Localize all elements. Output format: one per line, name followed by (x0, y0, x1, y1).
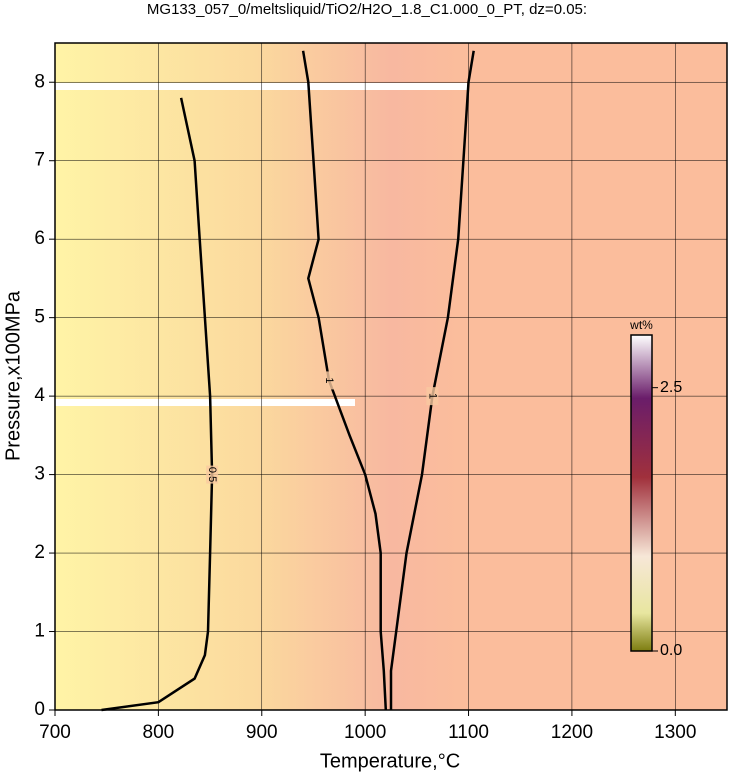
x-tick-label: 1300 (654, 722, 696, 743)
y-tick-label: 6 (34, 228, 45, 249)
x-tick-label: 700 (39, 722, 71, 743)
x-tick-label: 1000 (344, 722, 386, 743)
colorbar-tick-label: 2.5 (660, 379, 682, 396)
data-gap (55, 399, 355, 406)
plot-frame (54, 42, 728, 711)
y-tick-label: 7 (34, 150, 45, 171)
x-tick-label: 800 (143, 722, 175, 743)
contour-label: 0.5 (206, 467, 218, 482)
contour-label-bg (426, 387, 439, 406)
contour-line (301, 50, 388, 711)
contour-label-bg (322, 371, 335, 390)
y-tick-label: 3 (34, 464, 45, 485)
colorbar-label: wt% (629, 318, 653, 332)
contour-label: 1 (426, 393, 438, 399)
y-axis-label: Pressure,x100MPa (2, 290, 24, 461)
y-tick-label: 5 (34, 307, 45, 328)
plot-background (55, 43, 727, 710)
colorbar-tick-label: 0.0 (660, 642, 682, 659)
y-tick-label: 8 (34, 71, 45, 92)
y-tick-label: 1 (34, 621, 45, 642)
colorbar (630, 334, 653, 652)
y-tick-label: 2 (34, 542, 45, 563)
x-tick-label: 900 (246, 722, 278, 743)
contour-line (101, 97, 214, 712)
contour-label-bg (206, 465, 219, 484)
data-gap (55, 83, 467, 90)
x-tick-label: 1100 (448, 722, 489, 743)
y-tick-label: 4 (34, 385, 45, 406)
contour-label: 1 (323, 377, 335, 383)
chart-title: MG133_057_0/meltsliquid/TiO2/H2O_1.8_C1.… (147, 1, 587, 18)
x-tick-label: 1200 (551, 722, 593, 743)
y-tick-label: 0 (34, 699, 45, 720)
x-axis-label: Temperature,°C (320, 750, 460, 772)
